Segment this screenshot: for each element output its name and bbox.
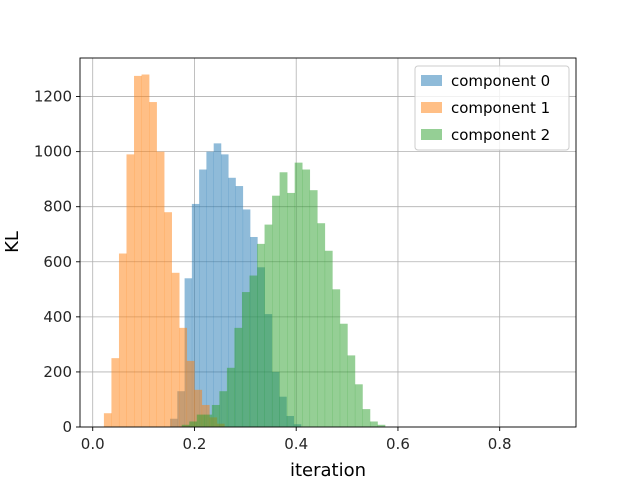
histogram-bar <box>184 278 193 427</box>
series-1-bars <box>103 74 225 428</box>
histogram-bar <box>234 327 243 427</box>
legend-swatch <box>421 75 442 86</box>
histogram-bar <box>189 421 198 427</box>
x-axis-label: iteration <box>290 460 366 480</box>
histogram-bar <box>264 224 273 427</box>
x-tick-label: 0.2 <box>183 435 207 453</box>
histogram-bar <box>126 154 135 427</box>
histogram-bar <box>226 367 235 427</box>
histogram-bar <box>194 389 203 427</box>
histogram-bar <box>249 275 258 427</box>
histogram-bar <box>118 253 127 427</box>
histogram-bar <box>287 192 295 427</box>
histogram-bar <box>257 243 265 427</box>
histogram-bar <box>134 75 142 427</box>
y-tick-label: 1200 <box>34 88 72 106</box>
histogram-bar <box>213 143 222 428</box>
histogram-bar <box>111 358 120 427</box>
histogram-bar <box>149 102 157 428</box>
histogram-bar <box>302 169 311 427</box>
series-2-bars <box>181 162 386 427</box>
x-tick-label: 0.8 <box>488 435 512 453</box>
histogram-bars <box>103 74 386 428</box>
histogram-bar <box>235 186 244 427</box>
histogram-bar <box>347 355 356 427</box>
legend-entry-label: component 1 <box>451 99 550 117</box>
y-tick-label: 200 <box>43 363 72 381</box>
y-tick-label: 800 <box>43 198 72 216</box>
histogram-bar <box>196 414 205 427</box>
legend-entry-label: component 2 <box>451 126 550 144</box>
histogram-bar <box>279 172 288 427</box>
legend-swatch <box>421 102 442 113</box>
histogram-bar <box>220 154 229 427</box>
legend: component 0 component 1 component 2 <box>414 65 570 151</box>
histogram-bar <box>309 190 318 427</box>
histogram-bar <box>332 289 341 427</box>
histogram-bar <box>171 272 180 427</box>
x-tick-label: 0.0 <box>81 435 105 453</box>
y-tick-label: 600 <box>43 253 72 271</box>
legend-swatch <box>421 129 442 140</box>
y-tick-label: 0 <box>62 418 72 436</box>
histogram-bar <box>369 421 378 427</box>
histogram-bar <box>103 413 112 427</box>
legend-box <box>414 65 570 151</box>
histogram-bar <box>324 250 333 427</box>
histogram-bar <box>164 212 172 427</box>
histogram-bar <box>186 360 195 427</box>
histogram-bar <box>181 424 190 427</box>
histogram-bar <box>228 177 236 427</box>
histogram-bar <box>219 391 228 427</box>
histogram-bar <box>317 223 326 427</box>
axis-ticks: 0.0 0.2 0.4 0.6 0.8 0 200 400 600 800 1000 1200 <box>34 88 512 453</box>
histogram-bar <box>362 409 371 427</box>
y-axis-label: KL <box>2 231 23 253</box>
x-tick-label: 0.4 <box>284 435 308 453</box>
histogram-bar <box>272 195 280 427</box>
y-tick-label: 1000 <box>34 143 72 161</box>
histogram-bar <box>294 162 303 427</box>
histogram-bar <box>204 414 213 427</box>
histogram-bar <box>211 404 220 427</box>
histogram-bar <box>206 151 214 427</box>
histogram-bar <box>339 323 348 427</box>
x-tick-label: 0.6 <box>386 435 410 453</box>
legend-entry-label: component 0 <box>451 72 550 90</box>
histogram-bar <box>377 424 386 427</box>
histogram-bar <box>199 169 207 427</box>
plot-frame <box>79 57 577 428</box>
histogram-bar <box>191 203 200 427</box>
histogram-bar <box>354 384 363 427</box>
histogram-bar <box>179 327 188 427</box>
histogram-bar <box>141 74 150 427</box>
histogram-bar <box>241 292 250 427</box>
histogram-bar <box>156 151 165 427</box>
y-tick-label: 400 <box>43 308 72 326</box>
